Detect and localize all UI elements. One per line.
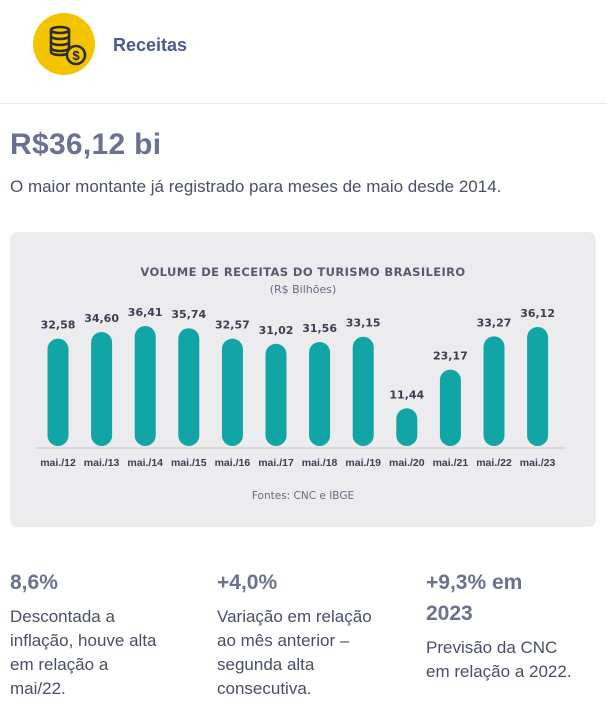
chart-card: VOLUME DE RECEITAS DO TURISMO BRASILEIRO… [10,232,596,527]
bar-mai23 [527,326,549,446]
chart-source: Fontes: CNC e IBGE [252,490,354,502]
stat-forecast: +9,3% em 2023 Previsão da CNC em relação… [426,567,572,684]
bar-mai14 [134,326,156,446]
bar-mai18 [309,341,331,446]
chart-subtitle: (R$ Bilhões) [270,283,337,296]
x-tick-label: mai./15 [171,457,207,469]
bar-mai20 [396,408,418,446]
bar-value-label: 32,58 [41,319,76,332]
bar-value-label: 36,12 [520,307,555,320]
stat-description: Descontada a inflação, houve alta em rel… [10,607,157,698]
x-tick-label: mai./23 [520,457,556,469]
bar-value-label: 35,74 [171,308,206,321]
stat-value: +4,0% [217,571,278,594]
header-title: Receitas [113,35,188,55]
x-tick-label: mai./20 [389,457,425,469]
bar-mai13 [91,331,113,446]
x-tick-label: mai./16 [215,457,251,469]
headline-description: O maior montante já registrado para mese… [10,177,502,196]
bar-mai15 [178,328,200,446]
x-tick-label: mai./12 [40,457,76,469]
bar-mai22 [483,336,505,446]
bar-value-label: 36,41 [128,306,163,319]
stat-description: Variação em relação ao mês anterior – se… [217,607,372,698]
stat-description: Previsão da CNC em relação a 2022. [426,638,572,681]
x-tick-label: mai./21 [433,457,469,469]
svg-text:$: $ [72,48,80,63]
bar-value-label: 11,44 [389,388,424,401]
x-tick-label: mai./19 [345,457,381,469]
bar-mai16 [221,338,243,446]
bar-value-label: 31,02 [259,324,294,337]
stat-inflation: 8,6% Descontada a inflação, houve alta e… [10,567,157,701]
bar-value-label: 33,27 [477,316,512,329]
stat-monthly-variation: +4,0% Variação em relação ao mês anterio… [217,567,372,701]
bar-value-label: 32,57 [215,319,250,332]
bar-value-label: 34,60 [84,312,119,325]
chart-title: VOLUME DE RECEITAS DO TURISMO BRASILEIRO [140,265,465,279]
bar-chart: VOLUME DE RECEITAS DO TURISMO BRASILEIRO… [36,265,566,502]
headline-value: R$36,12 bi [10,128,162,161]
bar-value-label: 33,15 [346,317,381,330]
bar-value-label: 31,56 [302,322,337,335]
x-tick-label: mai./18 [302,457,338,469]
x-tick-label: mai./14 [127,457,163,469]
x-tick-label: mai./22 [476,457,512,469]
x-tick-label: mai./13 [84,457,120,469]
bar-mai17 [265,343,287,446]
stat-value: +9,3% em 2023 [426,571,523,625]
header: $ Receitas [0,0,607,104]
x-tick-label: mai./17 [258,457,294,469]
bar-mai21 [439,369,461,446]
bar-mai19 [352,336,374,446]
coins-dollar-icon: $ [33,13,95,75]
bar-mai12 [47,338,69,446]
stat-value: 8,6% [10,571,58,594]
bar-value-label: 23,17 [433,350,468,363]
